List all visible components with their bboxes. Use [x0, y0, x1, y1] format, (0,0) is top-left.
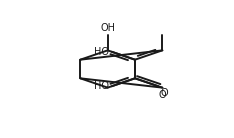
Text: HO: HO: [94, 81, 110, 91]
Text: OH: OH: [100, 23, 115, 33]
Text: HO: HO: [94, 47, 110, 57]
Text: O: O: [159, 90, 166, 100]
Text: O: O: [161, 88, 168, 98]
